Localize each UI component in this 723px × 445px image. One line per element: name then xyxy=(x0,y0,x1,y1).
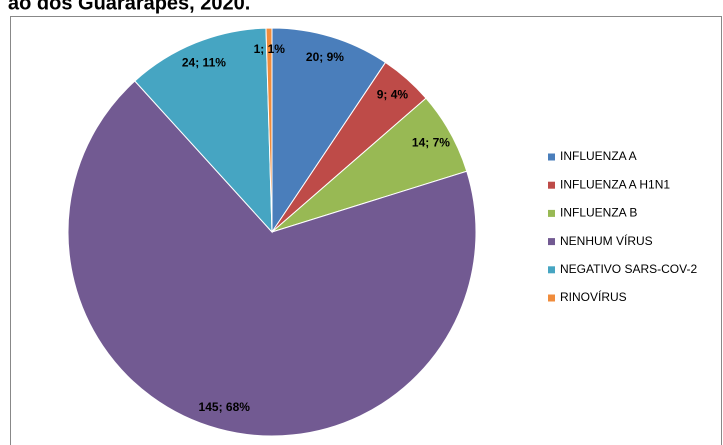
legend-label: INFLUENZA B xyxy=(560,206,637,220)
legend-label: INFLUENZA A xyxy=(560,149,637,163)
data-label: 24; 11% xyxy=(182,55,226,69)
data-label: 145; 68% xyxy=(199,400,251,414)
legend-swatch xyxy=(548,266,555,274)
legend-swatch xyxy=(548,209,555,217)
chart-title: ão dos Guararapes, 2020. xyxy=(8,0,250,14)
legend-swatch xyxy=(548,238,555,246)
pie-slice xyxy=(271,27,387,234)
legend-swatch xyxy=(548,294,555,302)
legend-swatch xyxy=(548,153,555,161)
pie-slice xyxy=(134,27,273,234)
legend-label: NEGATIVO SARS-COV-2 xyxy=(560,262,697,276)
pie-slice xyxy=(67,80,477,437)
data-label: 1; 1% xyxy=(254,42,286,56)
data-label: 14; 7% xyxy=(412,136,450,150)
data-label: 20; 9% xyxy=(306,50,344,64)
pie-slice xyxy=(265,27,273,233)
legend-swatch xyxy=(548,181,555,189)
legend-label: NENHUM VÍRUS xyxy=(560,233,653,248)
legend-label: INFLUENZA A H1N1 xyxy=(560,177,670,191)
legend-label: RINOVÍRUS xyxy=(560,289,627,304)
data-label: 9; 4% xyxy=(377,88,409,102)
